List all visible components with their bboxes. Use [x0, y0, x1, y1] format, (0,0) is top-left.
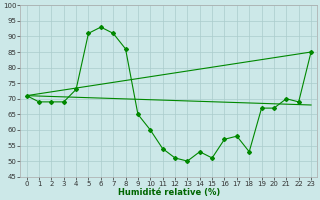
X-axis label: Humidité relative (%): Humidité relative (%): [118, 188, 220, 197]
